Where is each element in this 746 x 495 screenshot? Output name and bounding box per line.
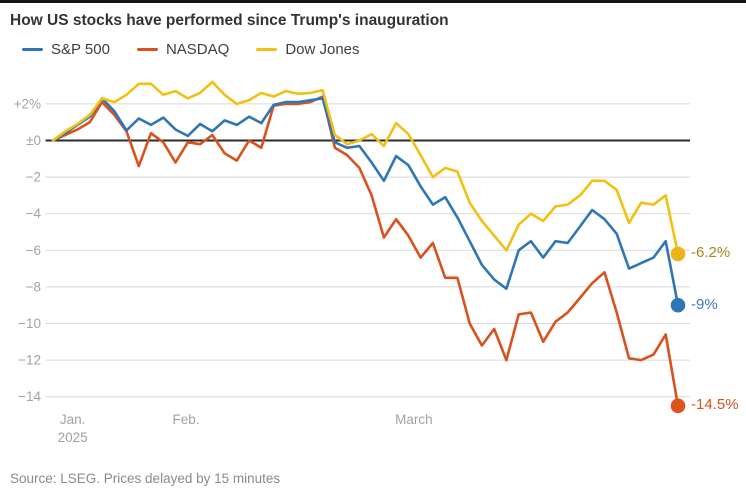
y-axis-tick-label: +2% <box>14 96 41 111</box>
nasdaq-end-dot <box>670 398 686 414</box>
page-title: How US stocks have performed since Trump… <box>10 12 449 29</box>
nasdaq-swatch-icon <box>136 47 158 52</box>
y-axis-tick-label: −4 <box>26 206 42 221</box>
legend-item-dowjones: Dow Jones <box>256 41 360 58</box>
x-axis-tick-label: March <box>395 412 433 427</box>
y-axis-tick-label: −6 <box>26 243 41 258</box>
x-axis-tick-label: Feb. <box>172 412 199 427</box>
sp500-swatch-icon <box>22 47 43 52</box>
legend-item-nasdaq: NASDAQ <box>136 41 230 58</box>
y-axis-tick-label: −2 <box>26 170 41 185</box>
nasdaq-line <box>51 95 680 408</box>
performance-line-chart: +2% ±0 −2 −4 −6 −8 −10 −12 −14 Jan. 2025 Feb. March <box>14 80 690 445</box>
legend-label-nasdaq: NASDAQ <box>165 41 230 58</box>
end-label-sp500: -9% <box>691 295 718 313</box>
y-axis-tick-label: −12 <box>18 353 41 368</box>
source-note: Source: LSEG. Prices delayed by 15 minut… <box>10 471 281 486</box>
legend-item-sp500: S&P 500 <box>22 41 110 58</box>
x-axis-tick-sublabel: 2025 <box>58 430 88 445</box>
end-label-nasdaq: -14.5% <box>691 396 739 414</box>
dowjones-line <box>51 80 680 256</box>
end-label-dowjones: -6.2% <box>691 244 731 262</box>
y-axis-tick-label: −14 <box>18 389 41 404</box>
sp500-end-dot <box>670 297 686 313</box>
legend-label-sp500: S&P 500 <box>51 41 110 58</box>
y-axis-tick-label: −8 <box>26 279 41 294</box>
dowjones-end-dot <box>670 246 686 262</box>
legend: S&P 500 NASDAQ Dow Jones <box>22 41 360 58</box>
sp500-line <box>51 97 680 307</box>
legend-label-dowjones: Dow Jones <box>285 41 360 58</box>
y-axis-tick-label: ±0 <box>26 133 41 148</box>
y-axis-tick-label: −10 <box>18 316 41 331</box>
x-axis-tick-label: Jan. <box>60 412 86 427</box>
dowjones-swatch-icon <box>256 47 278 52</box>
